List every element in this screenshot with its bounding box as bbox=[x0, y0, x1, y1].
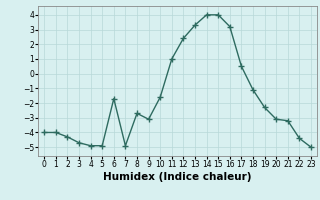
X-axis label: Humidex (Indice chaleur): Humidex (Indice chaleur) bbox=[103, 172, 252, 182]
